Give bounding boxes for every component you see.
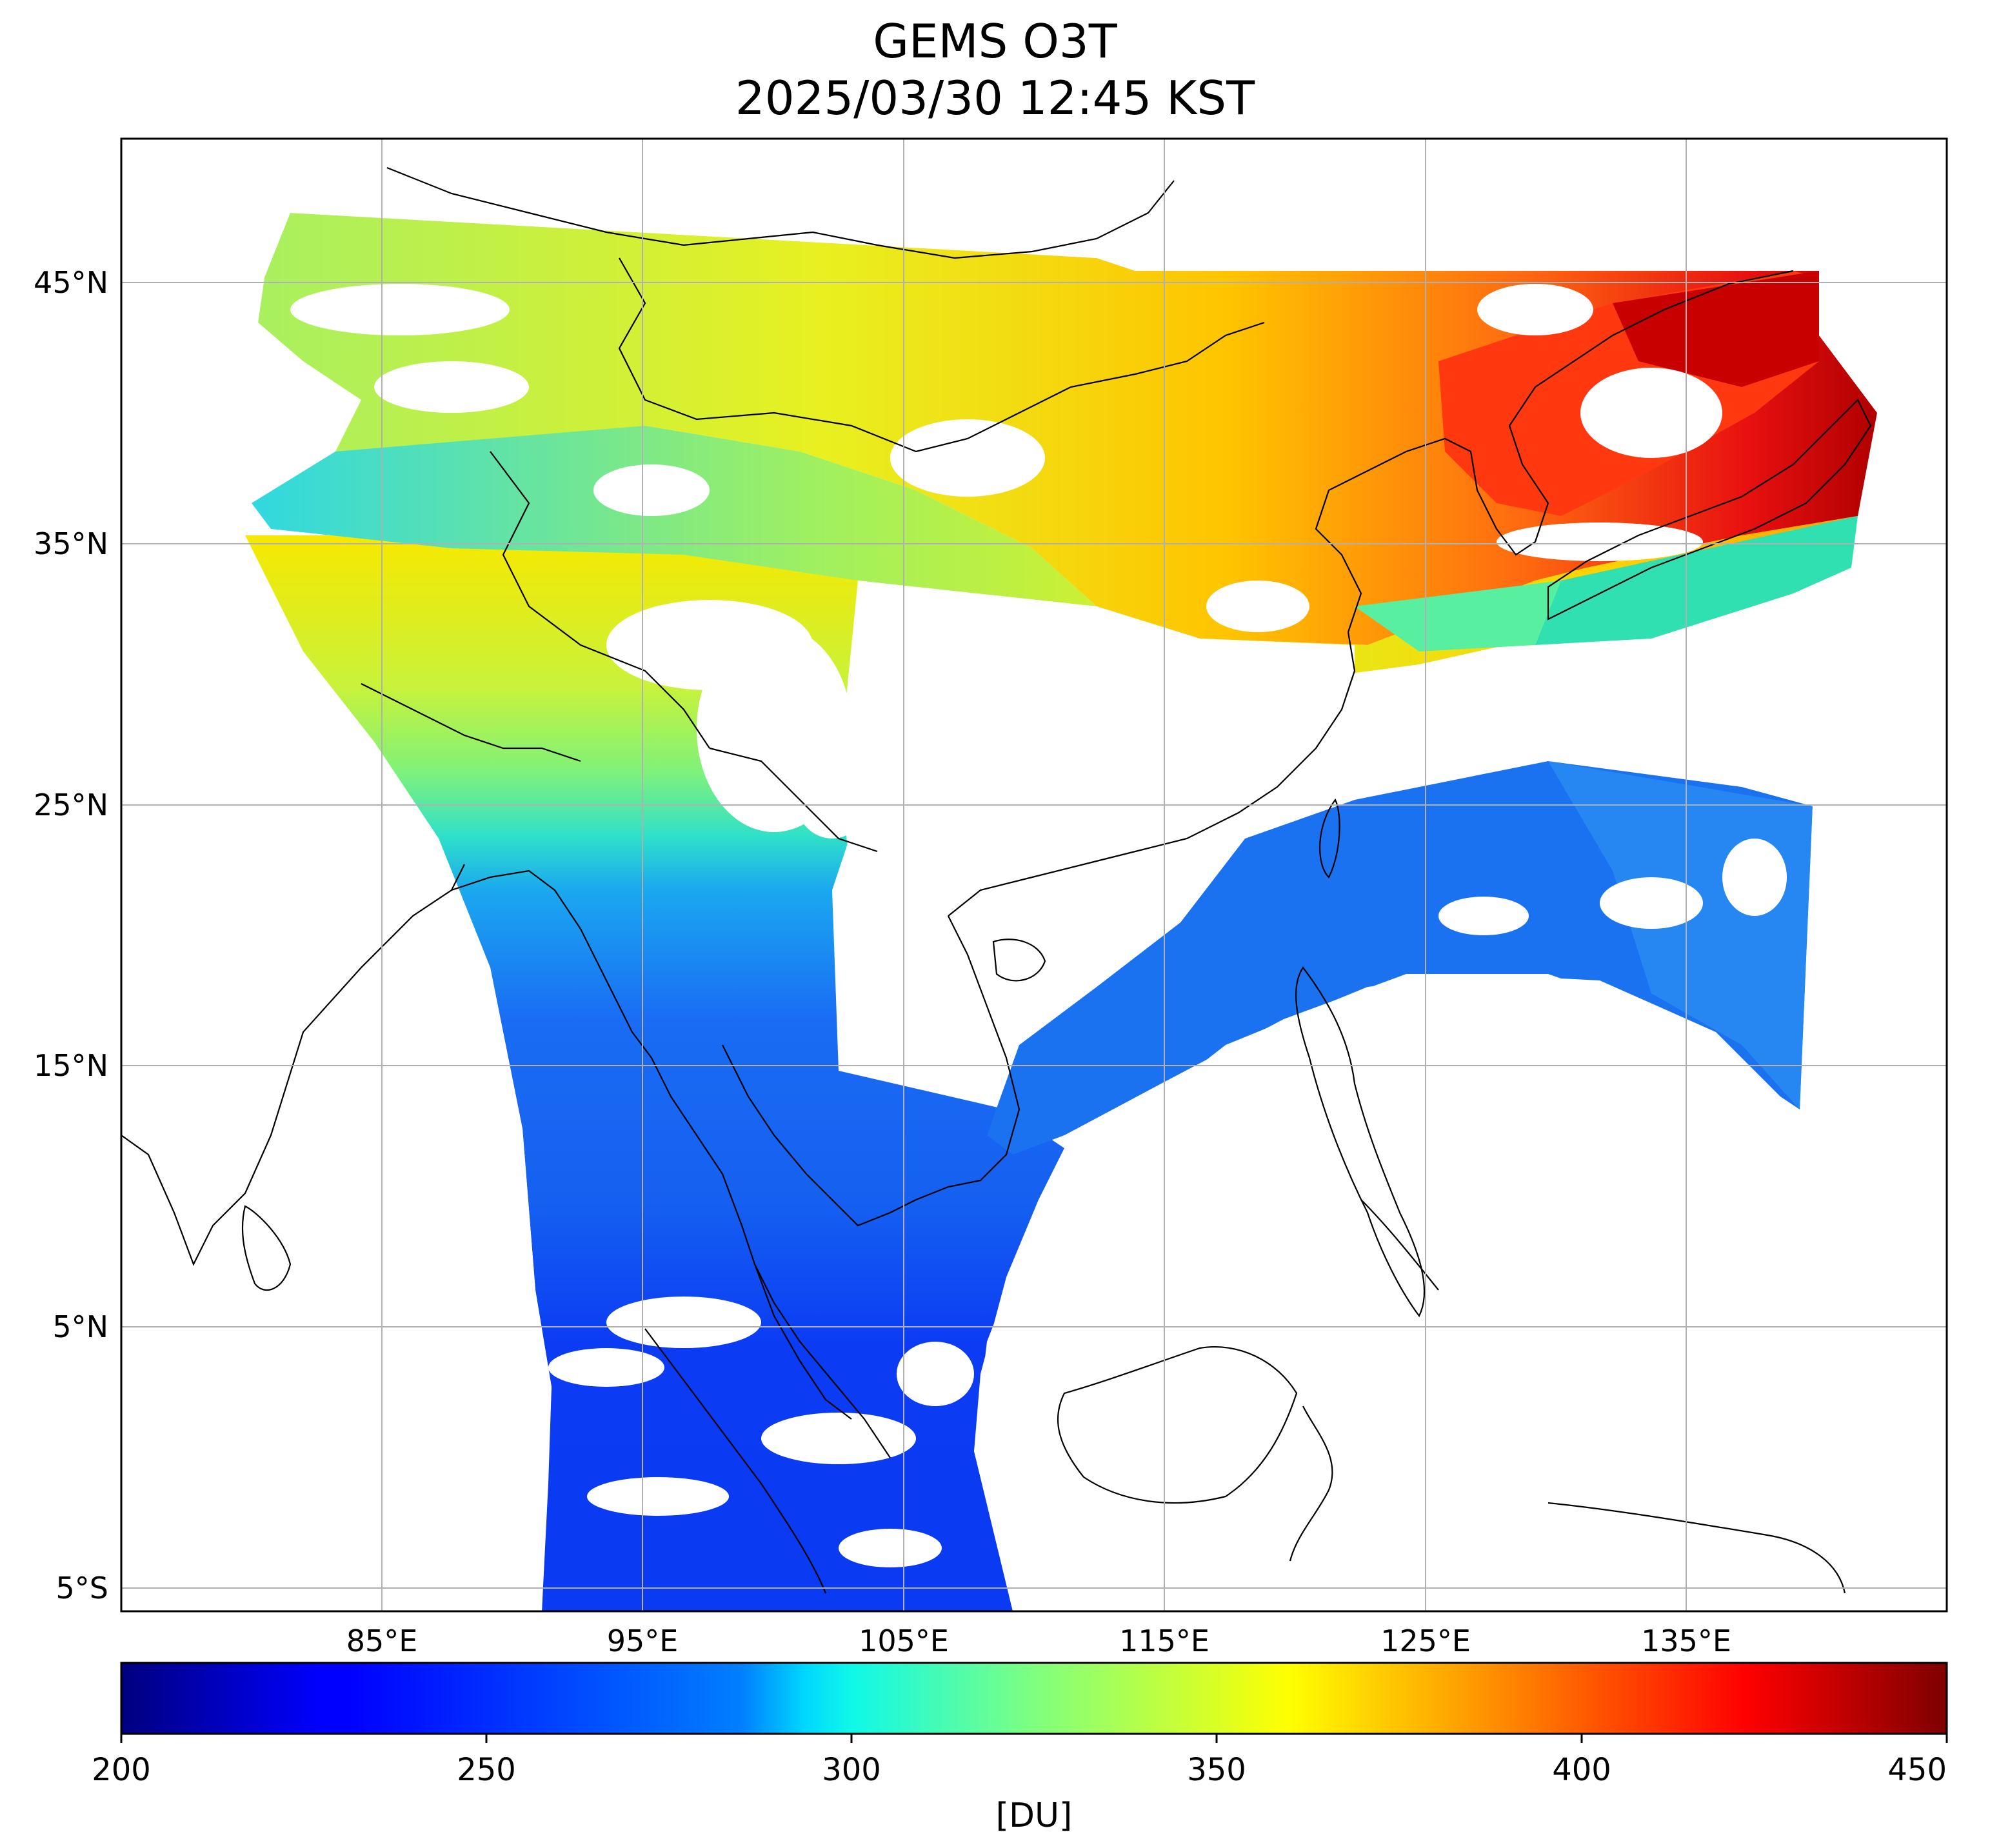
colorbar-tick-200: 200 bbox=[92, 1752, 151, 1788]
colorbar-tick-400: 400 bbox=[1552, 1752, 1611, 1788]
colorbar-tick-250: 250 bbox=[457, 1752, 516, 1788]
map-title: GEMS O3T bbox=[873, 14, 1117, 68]
lon-label-105E: 105°E bbox=[859, 1624, 949, 1658]
colorbar-tick-350: 350 bbox=[1187, 1752, 1246, 1788]
colorbar bbox=[120, 1662, 1948, 1735]
lon-label-115E: 115°E bbox=[1119, 1624, 1209, 1658]
lat-label-25N: 25°N bbox=[34, 788, 108, 822]
coastlines bbox=[121, 166, 1872, 1594]
lat-label-5N: 5°N bbox=[52, 1309, 108, 1344]
colorbar-unit-label: [DU] bbox=[996, 1796, 1073, 1835]
lat-label-35N: 35°N bbox=[34, 526, 108, 561]
colorbar-tick-labels: 200 250 300 350 400 450 bbox=[92, 1752, 1947, 1788]
longitude-labels: 85°E 95°E 105°E 115°E 125°E 135°E bbox=[346, 1624, 1731, 1658]
map-timestamp: 2025/03/30 12:45 KST bbox=[735, 71, 1255, 125]
lat-label-15N: 15°N bbox=[34, 1048, 108, 1083]
lon-label-95E: 95°E bbox=[607, 1624, 679, 1658]
lat-label-45N: 45°N bbox=[34, 265, 108, 300]
ozone-swath bbox=[121, 139, 1947, 1611]
colorbar-ticks bbox=[120, 1734, 1948, 1743]
latitude-labels: 45°N 35°N 25°N 15°N 5°N 5°S bbox=[34, 265, 108, 1605]
lat-label-5S: 5°S bbox=[56, 1571, 108, 1605]
lon-label-125E: 125°E bbox=[1380, 1624, 1471, 1658]
colorbar-tick-450: 450 bbox=[1887, 1752, 1947, 1788]
lon-label-85E: 85°E bbox=[346, 1624, 418, 1658]
lon-label-135E: 135°E bbox=[1641, 1624, 1731, 1658]
colorbar-tick-300: 300 bbox=[822, 1752, 881, 1788]
map-frame bbox=[120, 137, 1948, 1613]
gridlines bbox=[121, 139, 1947, 1611]
